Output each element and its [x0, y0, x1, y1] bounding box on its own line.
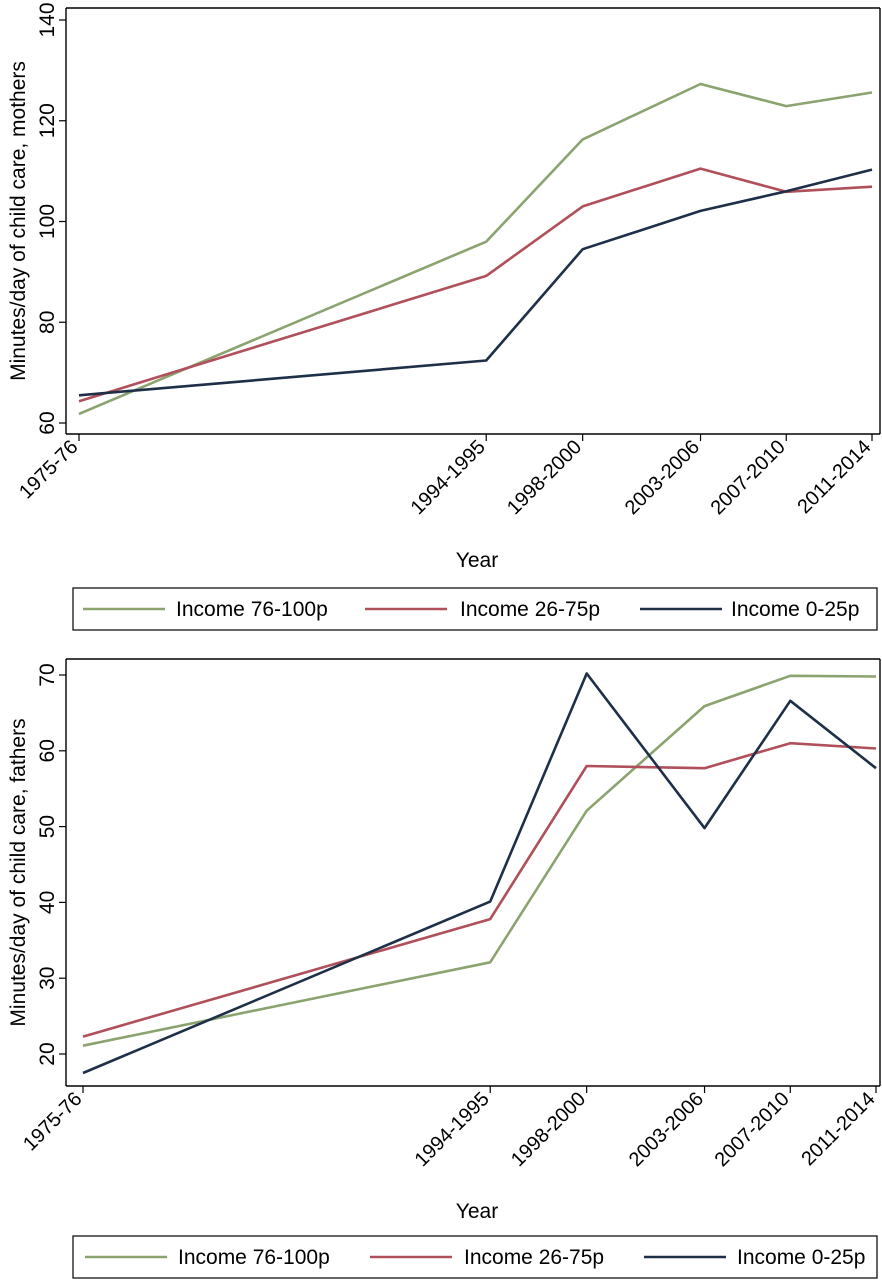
y-tick-label: 50 — [36, 815, 59, 838]
series-line-2 — [83, 743, 876, 1036]
y-tick-label: 20 — [36, 1042, 59, 1065]
y-tick-label: 120 — [36, 103, 59, 138]
x-tick-label: 2007-2010 — [711, 1088, 794, 1171]
y-tick-label: 40 — [36, 891, 59, 914]
x-tick-label: 1998-2000 — [503, 436, 586, 519]
x-tick-label: 1975-76 — [15, 436, 82, 503]
y-tick-label: 70 — [36, 663, 59, 686]
y-tick-label: 100 — [36, 204, 59, 239]
y-tick-label: 80 — [36, 311, 59, 334]
x-tick-label: 1994-1995 — [407, 436, 490, 519]
x-tick-label: 1998-2000 — [507, 1088, 590, 1171]
y-tick-label: 140 — [36, 2, 59, 37]
x-tick-label: 2003-2006 — [621, 436, 704, 519]
legend-label: Income 26-75p — [464, 1246, 604, 1269]
legend-label: Income 0-25p — [737, 1246, 865, 1269]
y-axis-title: Minutes/day of child care, fathers — [7, 718, 30, 1026]
x-axis-title: Year — [456, 549, 498, 572]
legend-label: Income 0-25p — [731, 598, 859, 621]
y-tick-label: 30 — [36, 967, 59, 990]
x-tick-label: 1975-76 — [19, 1088, 86, 1155]
y-tick-label: 60 — [36, 739, 59, 762]
x-tick-label: 2011-2014 — [797, 1088, 879, 1170]
x-tick-label: 2003-2006 — [625, 1088, 708, 1171]
series-line-2 — [79, 169, 872, 402]
series-line-3 — [83, 674, 876, 1074]
series-line-1 — [83, 676, 876, 1046]
legend: Income 76-100p Income 26-75p Income 0-25p — [73, 588, 877, 630]
x-tick-label: 2007-2010 — [707, 436, 790, 519]
legend-label: Income 26-75p — [460, 598, 600, 621]
legend-label: Income 76-100p — [178, 1246, 330, 1269]
y-axis-title: Minutes/day of child care, mothers — [7, 61, 30, 381]
x-tick-label: 2011-2014 — [793, 436, 875, 518]
series-line-3 — [79, 170, 872, 396]
legend-label: Income 76-100p — [176, 598, 328, 621]
legend: Income 76-100p Income 26-75p Income 0-25p — [73, 1236, 877, 1278]
y-tick-label: 60 — [36, 411, 59, 434]
x-axis-title: Year — [456, 1200, 498, 1223]
x-tick-label: 1994-1995 — [411, 1088, 494, 1171]
